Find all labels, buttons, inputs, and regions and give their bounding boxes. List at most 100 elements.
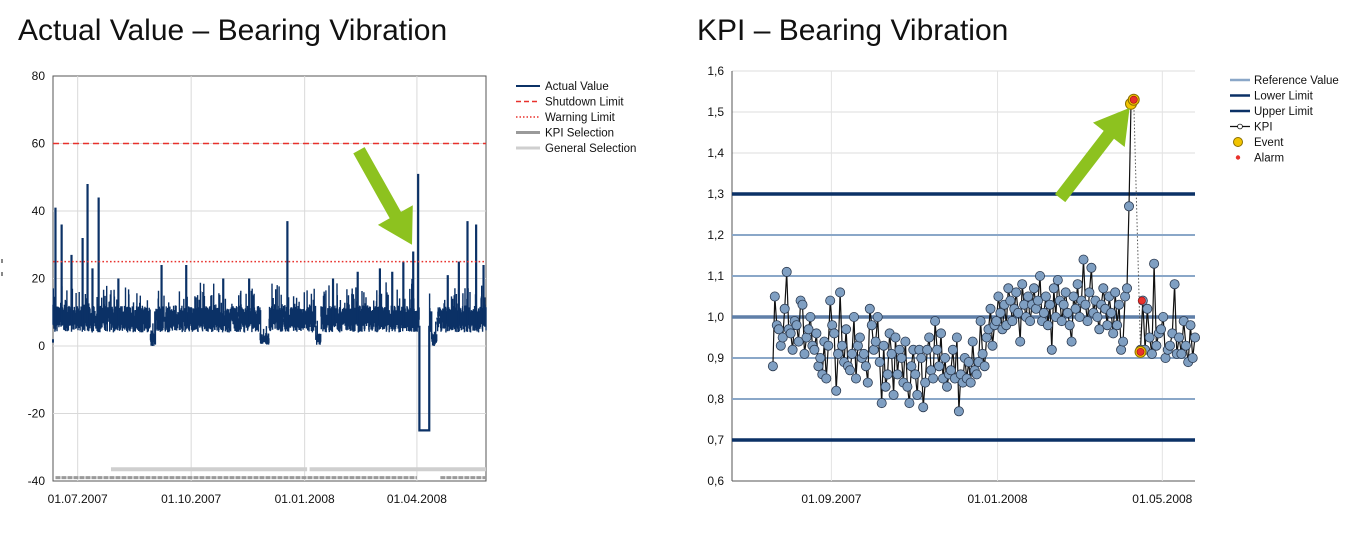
kpi-series-1-point	[975, 316, 986, 327]
kpi-series-1-point	[825, 295, 836, 306]
kpi-series-1-point	[849, 311, 860, 322]
kpi-series-1-point	[1080, 299, 1091, 310]
kpi-series-1-point	[1114, 299, 1125, 310]
kpi-series-1-point	[1017, 279, 1028, 290]
kpi-series-1-point	[904, 398, 915, 409]
kpi-series-1-point	[1005, 295, 1016, 306]
kpi-series-1-point	[900, 336, 911, 347]
kpi-series-1-point	[827, 320, 838, 331]
kpi-series-1-point	[793, 336, 804, 347]
kpi-series-1-point	[1033, 295, 1044, 306]
kpi-series-1-point	[912, 389, 923, 400]
kpi-series-1-point	[1116, 344, 1127, 355]
y-tick-label: 20	[32, 272, 46, 286]
kpi-series-1-point	[892, 369, 903, 380]
kpi-series-1-point	[876, 398, 887, 409]
kpi-series-1-point	[1112, 320, 1123, 331]
kpi-series-2-point	[1146, 348, 1157, 359]
kpi-series-1-point	[799, 348, 810, 359]
x-tick-label: 01.09.2007	[801, 492, 861, 506]
kpi-series-1-point	[813, 361, 824, 372]
kpi-series-1-point	[995, 307, 1006, 318]
kpi-series-1-point	[1124, 201, 1135, 212]
kpi-series-1-point	[1074, 311, 1085, 322]
kpi-series-1-point	[1084, 287, 1095, 298]
kpi-series-1-point	[947, 344, 958, 355]
kpi-series-1-point	[942, 381, 953, 392]
kpi-series-1-point	[920, 377, 931, 388]
kpi-series-1-point	[1013, 307, 1024, 318]
kpi-series-1-point	[880, 381, 891, 392]
kpi-series-1-point	[801, 332, 812, 343]
kpi-series-1-point	[785, 328, 796, 339]
x-tick-label: 01.10.2007	[161, 492, 221, 506]
kpi-series-1-point	[896, 352, 907, 363]
kpi-series-1-point	[829, 328, 840, 339]
kpi-series-1-point	[1052, 275, 1063, 286]
kpi-series-1-point	[870, 336, 881, 347]
kpi-series-1-point	[1040, 291, 1051, 302]
legend-label: Alarm	[1254, 153, 1284, 165]
kpi-series-1-point	[993, 291, 1004, 302]
kpi-series-1-point	[963, 357, 974, 368]
kpi-series-1-point	[1060, 287, 1071, 298]
kpi-series-1-point	[967, 336, 978, 347]
y-tick-label: 40	[32, 204, 46, 218]
y-tick-label: 1,5	[707, 105, 724, 119]
kpi-series-2-point	[1174, 332, 1185, 343]
kpi-series-1-point	[916, 352, 927, 363]
y-tick-label: 1,2	[707, 228, 724, 242]
kpi-series-1-point	[787, 344, 798, 355]
kpi-series-1-point	[833, 348, 844, 359]
x-tick-label: 01.01.2008	[968, 492, 1028, 506]
kpi-series-1-point	[864, 303, 875, 314]
kpi-series-1-point	[775, 340, 786, 351]
kpi-series-1-point	[930, 316, 941, 327]
legend-label: Reference Value	[1254, 75, 1339, 87]
y-tick-label: 0,6	[707, 474, 724, 488]
kpi-series-1-point	[791, 320, 802, 331]
kpi-series-1-point	[1025, 316, 1036, 327]
kpi-series-1-point	[868, 344, 879, 355]
legend-swatch-marker	[1237, 123, 1243, 130]
kpi-series-1-point	[888, 389, 899, 400]
kpi-series-1-point	[1070, 303, 1081, 314]
kpi-series-2-point	[1160, 352, 1171, 363]
kpi-series-1-point	[809, 344, 820, 355]
kpi-series-1-point	[837, 340, 848, 351]
kpi-series-1-point	[1118, 336, 1129, 347]
kpi-series-1-point	[1058, 299, 1069, 310]
kpi-series-1-point	[951, 332, 962, 343]
kpi-series-1-point	[940, 352, 951, 363]
kpi-series-1-point	[934, 361, 945, 372]
kpi-series-1-point	[902, 381, 913, 392]
kpi-series-1-point	[872, 311, 883, 322]
alarm-marker	[1136, 347, 1145, 356]
kpi-series-1-point	[805, 311, 816, 322]
kpi-series-2-point	[1158, 311, 1169, 322]
legend-label: Shutdown Limit	[545, 97, 624, 109]
kpi-series-1-point	[890, 332, 901, 343]
kpi-series-1-point	[981, 332, 992, 343]
legend-label: KPI Selection	[545, 128, 614, 140]
kpi-series-1-point	[1122, 283, 1133, 294]
y-tick-label: 0,7	[707, 433, 724, 447]
x-tick-label: 01.01.2008	[275, 492, 335, 506]
kpi-series-1-point	[1056, 316, 1067, 327]
kpi-series-1-point	[860, 361, 871, 372]
kpi-series-1-point	[910, 369, 921, 380]
kpi-series-2-point	[1180, 340, 1191, 351]
annotation-arrow	[1055, 107, 1130, 203]
y-tick-label: -40	[28, 474, 46, 488]
legend-swatch	[1235, 155, 1241, 160]
kpi-series-2-point	[1142, 303, 1153, 314]
kpi-series-2-point	[1151, 340, 1162, 351]
kpi-series-1-point	[1029, 283, 1040, 294]
kpi-series-1-point	[835, 287, 846, 298]
kpi-series-1-point	[878, 340, 889, 351]
y-tick-label: 1,0	[707, 310, 724, 324]
kpi-series-1-point	[1003, 283, 1014, 294]
kpi-series-1-point	[767, 361, 778, 372]
kpi-series-1-point	[1035, 270, 1046, 281]
kpi-series-1-point	[924, 332, 935, 343]
